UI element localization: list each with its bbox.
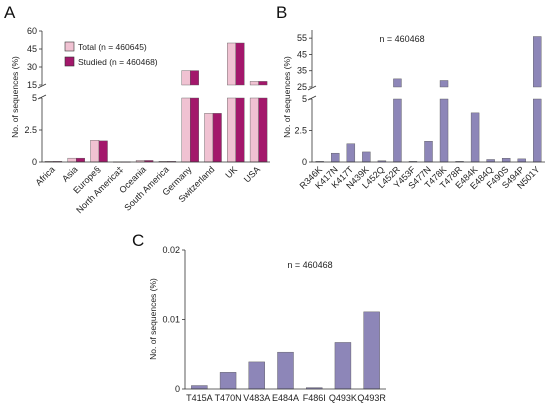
panel-a-letter: A (4, 3, 16, 22)
panel-c-bar (219, 372, 237, 390)
panel-a-y-tick-label: 2.5 (24, 125, 37, 135)
legend-label-studied: Studied (n = 460468) (78, 57, 158, 67)
panel-a-x-tick-label: Africa (33, 164, 56, 187)
panel-a-bar-lower (235, 97, 245, 163)
panel-c-bar (277, 351, 294, 390)
panel-b-bar-lower (533, 98, 542, 163)
panel-b-bar-upper (393, 78, 402, 88)
panel-c-x-tick-label: V483A (243, 393, 270, 403)
panel-b-y-tick-label: 2.5 (294, 126, 307, 136)
panel-b-axis-break (307, 85, 317, 91)
panel-b-y-tick-label: 55 (297, 33, 307, 43)
panel-a-bar (204, 113, 214, 163)
panel-a-y-tick-label: 15 (27, 80, 37, 90)
panel-a-bar-lower (189, 97, 199, 163)
panel-b-chart: No. of sequences (%) n = 460468 0 2.5 5 25 3… (282, 30, 545, 191)
panel-b-bar (331, 152, 340, 163)
panel-c-y-tick-label: 0.01 (162, 315, 180, 325)
panel-b-y-tick-label: 25 (297, 82, 307, 92)
panel-c-bar (363, 311, 380, 390)
panel-b-bar (501, 158, 511, 163)
panel-c-x-tick-label: T415A (186, 393, 213, 403)
panel-b-bar-lower (393, 98, 402, 163)
panel-a-bar (212, 113, 222, 163)
panel-a-y-tick-label: 60 (27, 26, 37, 36)
panel-a-x-tick-label: UK (223, 164, 239, 180)
panel-b-bar-upper (533, 36, 542, 88)
panel-a-axis-break (37, 83, 47, 89)
panel-a-bar-upper (189, 70, 199, 86)
panel-b-y-tick-label: 45 (297, 49, 307, 59)
panel-a-bar-upper (227, 42, 237, 86)
panel-a-bar-lower (249, 97, 259, 163)
panel-a-bar-lower (227, 97, 237, 163)
panel-a-y-axis-label: No. of sequences (%) (10, 56, 20, 138)
panel-c-y-axis-label: No. of sequences (%) (148, 278, 158, 360)
panel-a-x-tick-label: USA (242, 164, 262, 184)
panel-c-letter: C (132, 231, 144, 250)
panel-a-x-tick-label: Asia (60, 164, 79, 183)
panel-a-bar-lower (181, 97, 191, 163)
panel-b-bar (470, 112, 480, 163)
panel-a-y-tick-label: 30 (27, 62, 37, 72)
panel-c-n-annotation: n = 460468 (287, 260, 332, 270)
panel-a-legend: Total (n = 460645) Studied (n = 460468) (64, 41, 158, 67)
panel-b-n-annotation: n = 460468 (379, 34, 424, 44)
panel-b-bar-lower (439, 98, 449, 163)
panel-c-bar (191, 385, 208, 390)
panel-a-bar-lower (258, 97, 268, 163)
panel-a-bar (75, 157, 85, 163)
panel-c-y-tick-label: 0 (175, 384, 180, 394)
panel-b-bar-upper (439, 80, 449, 88)
panel-c-x-tick-label: Q493R (357, 393, 386, 403)
panel-a-bar-upper (249, 81, 259, 86)
panel-c-y-tick-label: 0.02 (162, 245, 180, 255)
panel-c-x-tick-label: F486I (303, 393, 326, 403)
panel-b-bar (362, 151, 371, 163)
panel-b-bar (424, 141, 433, 163)
panel-a-y-tick-label: 45 (27, 44, 37, 54)
panel-a-bar-upper (181, 70, 191, 86)
panel-a-bar (90, 140, 100, 163)
panel-b-letter: B (276, 3, 287, 22)
panel-a-bar (67, 157, 77, 163)
panel-a-y-tick-label: 0 (32, 157, 37, 167)
panel-c-bar (334, 342, 352, 390)
panel-c-bar (248, 361, 265, 390)
panel-b-y-tick-label: 5 (302, 94, 307, 104)
panel-a-bar (98, 140, 108, 163)
panel-b-y-tick-label: 0 (302, 157, 307, 167)
panel-b-bar (346, 143, 356, 163)
panel-c-x-tick-label: E484A (272, 393, 299, 403)
legend-label-total: Total (n = 460645) (78, 42, 147, 52)
panel-a-chart: No. of sequences (%) 0 2.5 5 15 30 45 60 Afric… (10, 26, 270, 215)
panel-a-bar-upper (235, 42, 245, 86)
legend-swatch-studied (64, 56, 75, 67)
panel-c-x-tick-label: Q493K (329, 393, 357, 403)
panel-a-y-tick-label: 5 (32, 93, 37, 103)
legend-swatch-total (64, 41, 75, 52)
panel-b-y-tick-label: 35 (297, 66, 307, 76)
panel-b-y-axis-label: No. of sequences (%) (282, 56, 292, 138)
panel-c-x-tick-label: T470N (215, 393, 242, 403)
panel-b-bar (517, 158, 526, 163)
panel-c-chart: No. of sequences (%) n = 460468 0 0.01 0.0… (148, 245, 386, 403)
panel-a-bar-upper (258, 81, 268, 86)
